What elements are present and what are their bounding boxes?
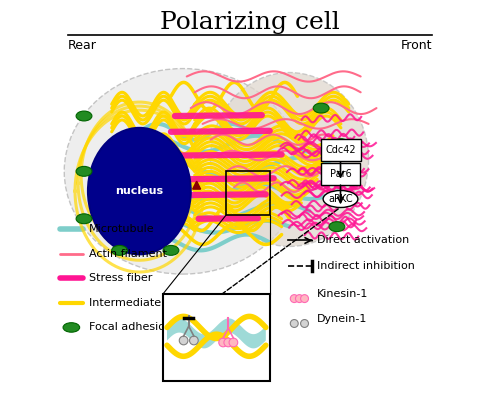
Circle shape xyxy=(300,320,308,328)
Text: Focal adhesion: Focal adhesion xyxy=(88,322,172,332)
Text: aPKC: aPKC xyxy=(328,194,353,204)
Text: nucleus: nucleus xyxy=(116,186,164,196)
Ellipse shape xyxy=(333,139,349,148)
Text: Microtubule: Microtubule xyxy=(88,224,154,234)
Circle shape xyxy=(296,295,304,302)
Ellipse shape xyxy=(329,222,345,232)
Ellipse shape xyxy=(210,72,368,246)
Circle shape xyxy=(290,320,298,328)
Text: Stress fiber: Stress fiber xyxy=(88,273,152,283)
Ellipse shape xyxy=(76,166,92,176)
Ellipse shape xyxy=(163,246,179,256)
Text: Actin filament: Actin filament xyxy=(88,249,166,259)
Text: Par6: Par6 xyxy=(330,169,351,179)
Text: Indirect inhibition: Indirect inhibition xyxy=(317,261,415,271)
Ellipse shape xyxy=(76,214,92,224)
Circle shape xyxy=(180,336,188,345)
Circle shape xyxy=(290,295,298,302)
Ellipse shape xyxy=(88,128,190,254)
Ellipse shape xyxy=(112,246,128,256)
FancyBboxPatch shape xyxy=(321,139,362,162)
FancyBboxPatch shape xyxy=(321,163,360,185)
Bar xyxy=(226,171,270,215)
Text: Polarizing cell: Polarizing cell xyxy=(160,11,340,34)
Polygon shape xyxy=(192,181,200,189)
Ellipse shape xyxy=(323,191,358,207)
Text: Front: Front xyxy=(400,39,432,52)
Ellipse shape xyxy=(313,103,329,113)
Circle shape xyxy=(300,295,308,302)
Text: Kinesin-1: Kinesin-1 xyxy=(317,289,368,299)
Text: Intermediate filament: Intermediate filament xyxy=(88,298,210,308)
Text: Cdc42: Cdc42 xyxy=(326,145,356,155)
Circle shape xyxy=(219,338,228,347)
Ellipse shape xyxy=(64,68,302,274)
Ellipse shape xyxy=(63,323,80,332)
Circle shape xyxy=(190,336,198,345)
Circle shape xyxy=(229,338,237,347)
Bar xyxy=(163,294,270,381)
Text: Rear: Rear xyxy=(68,39,97,52)
Ellipse shape xyxy=(76,111,92,121)
Circle shape xyxy=(224,338,232,347)
Text: Direct activation: Direct activation xyxy=(317,236,410,246)
Text: Dynein-1: Dynein-1 xyxy=(317,314,368,324)
